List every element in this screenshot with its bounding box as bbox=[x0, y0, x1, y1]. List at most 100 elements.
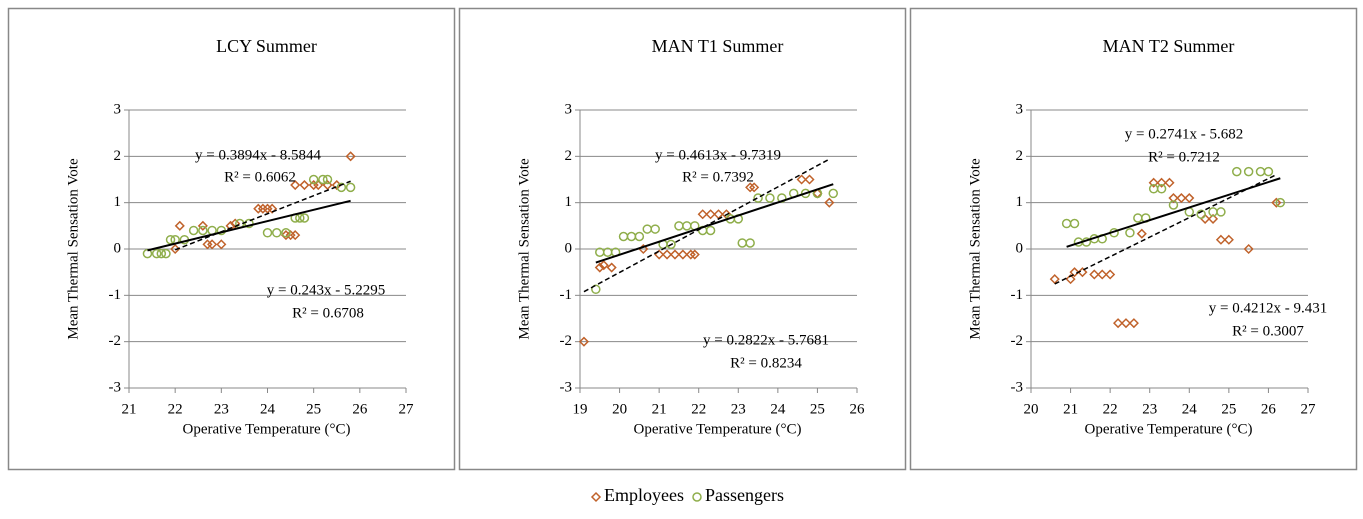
point bbox=[1148, 177, 1159, 188]
y-tick-label: -3 bbox=[109, 379, 122, 395]
trendline-equation: y = 0.2741x - 5.682 bbox=[1125, 126, 1243, 142]
point bbox=[669, 249, 681, 260]
x-tick-label: 24 bbox=[770, 401, 786, 417]
point bbox=[156, 248, 167, 259]
point bbox=[1164, 177, 1175, 188]
y-tick-label: 2 bbox=[114, 148, 122, 164]
x-tick-label: 19 bbox=[573, 401, 588, 417]
x-tick-label: 25 bbox=[306, 401, 321, 417]
y-axis-label: Mean Thermal Sensation Vote bbox=[65, 158, 81, 340]
legend-marker bbox=[692, 492, 702, 502]
y-tick-label: 1 bbox=[114, 194, 122, 210]
y-axis-label: Mean Thermal Sensation Vote bbox=[516, 158, 532, 340]
point bbox=[281, 228, 291, 238]
x-tick-label: 21 bbox=[1063, 401, 1078, 417]
point bbox=[1125, 228, 1135, 238]
point bbox=[299, 213, 310, 223]
point bbox=[1097, 269, 1108, 280]
point bbox=[705, 225, 716, 236]
x-tick-label: 27 bbox=[399, 401, 415, 417]
point bbox=[1176, 192, 1187, 204]
point bbox=[765, 193, 775, 203]
x-tick-label: 26 bbox=[850, 401, 866, 417]
y-tick-label: -3 bbox=[560, 379, 573, 395]
point bbox=[174, 220, 185, 231]
point bbox=[705, 209, 716, 220]
trendline bbox=[174, 180, 351, 251]
point bbox=[1263, 166, 1274, 177]
point bbox=[308, 174, 319, 185]
point bbox=[594, 262, 605, 273]
trendline-r2: R² = 0.7212 bbox=[1148, 149, 1220, 165]
x-tick-label: 27 bbox=[1301, 401, 1317, 417]
point bbox=[697, 209, 708, 220]
point bbox=[170, 243, 181, 255]
y-tick-label: -1 bbox=[1011, 287, 1024, 303]
trendline bbox=[1054, 173, 1277, 285]
y-tick-label: -1 bbox=[109, 287, 122, 303]
series bbox=[170, 151, 356, 255]
y-tick-label: 0 bbox=[114, 240, 122, 256]
point bbox=[598, 260, 609, 271]
y-tick-label: -2 bbox=[109, 333, 122, 349]
panel-border bbox=[458, 7, 907, 471]
point bbox=[1243, 166, 1254, 177]
y-tick-label: 3 bbox=[565, 101, 573, 117]
point bbox=[677, 249, 688, 260]
point bbox=[161, 248, 171, 259]
point bbox=[1105, 269, 1116, 280]
point bbox=[1184, 192, 1195, 204]
x-tick-label: 25 bbox=[810, 401, 825, 417]
point bbox=[1089, 269, 1100, 280]
y-tick-label: -3 bbox=[1011, 379, 1024, 395]
x-tick-label: 23 bbox=[214, 401, 229, 417]
y-tick-label: -1 bbox=[560, 287, 573, 303]
point bbox=[1223, 234, 1234, 245]
y-tick-label: 2 bbox=[565, 148, 573, 164]
point bbox=[745, 238, 755, 248]
point bbox=[689, 249, 700, 260]
y-tick-label: -2 bbox=[560, 333, 573, 349]
trendline-equation: y = 0.4212x - 9.431 bbox=[1209, 300, 1327, 316]
point bbox=[650, 224, 660, 234]
point bbox=[216, 239, 227, 250]
point bbox=[634, 231, 645, 242]
trendline-r2: R² = 0.3007 bbox=[1232, 323, 1304, 339]
y-tick-label: -2 bbox=[1011, 333, 1024, 349]
series bbox=[1049, 177, 1282, 329]
point bbox=[661, 249, 673, 260]
trendline bbox=[595, 183, 834, 264]
x-tick-label: 26 bbox=[1261, 401, 1277, 417]
point bbox=[198, 225, 208, 236]
y-tick-label: 0 bbox=[565, 240, 573, 256]
point bbox=[1232, 166, 1242, 177]
point bbox=[1216, 207, 1226, 217]
point bbox=[188, 225, 199, 236]
y-tick-label: 3 bbox=[1016, 101, 1024, 117]
point bbox=[666, 239, 676, 250]
point bbox=[606, 262, 617, 273]
trendline-equation: y = 0.3894x - 8.5844 bbox=[195, 147, 321, 163]
point bbox=[1128, 318, 1139, 329]
point bbox=[1168, 192, 1179, 204]
chart-title: MAN T2 Summer bbox=[1103, 36, 1235, 56]
y-tick-label: 3 bbox=[114, 101, 122, 117]
x-tick-label: 25 bbox=[1221, 401, 1236, 417]
x-tick-label: 23 bbox=[731, 401, 746, 417]
x-tick-label: 22 bbox=[168, 401, 183, 417]
point bbox=[299, 179, 310, 191]
point bbox=[1069, 218, 1080, 229]
legend-marker bbox=[590, 491, 602, 503]
y-tick-label: 2 bbox=[1016, 148, 1024, 164]
y-axis-label: Mean Thermal Sensation Vote bbox=[967, 158, 983, 340]
legend: Employees Passengers bbox=[590, 485, 784, 505]
point bbox=[1215, 234, 1227, 245]
point bbox=[804, 174, 815, 185]
point bbox=[267, 203, 278, 214]
point bbox=[591, 284, 601, 295]
trendline bbox=[147, 199, 351, 252]
point bbox=[578, 336, 590, 347]
trendline-r2: R² = 0.7392 bbox=[682, 169, 754, 185]
